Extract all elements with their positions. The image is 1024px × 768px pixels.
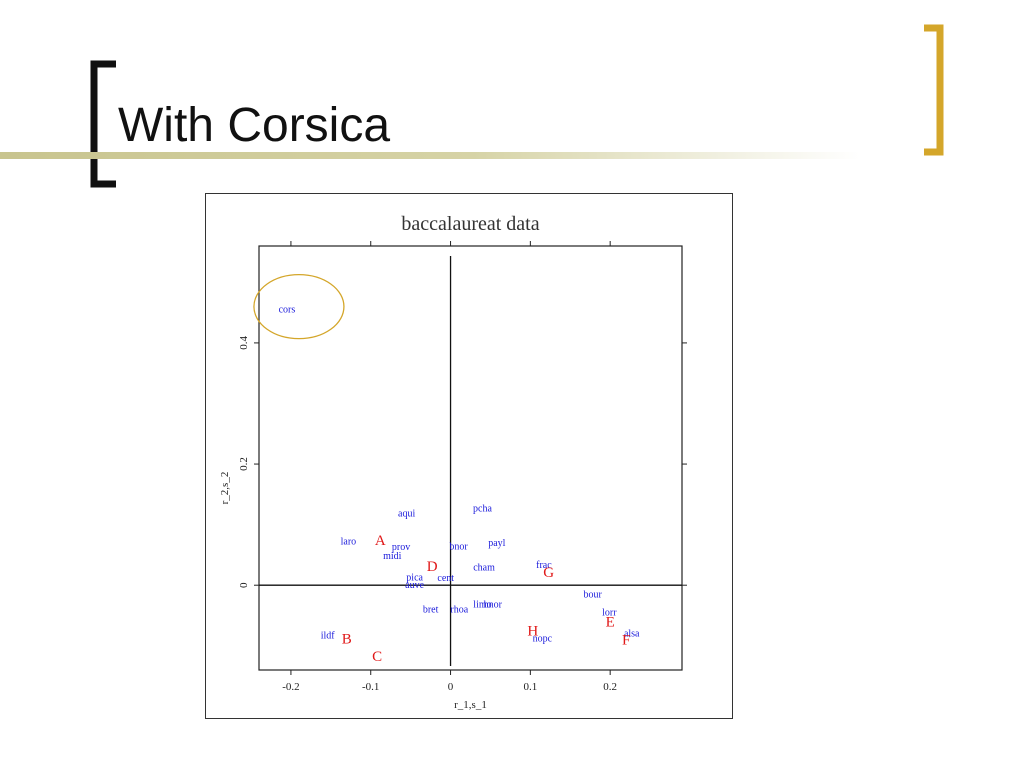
- point-label-bour: bour: [583, 589, 602, 600]
- point-label-cors: cors: [279, 305, 296, 316]
- title-underline-rule: [0, 152, 860, 159]
- point-label-cham: cham: [473, 563, 495, 574]
- group-label-C: C: [372, 649, 382, 665]
- point-label-frac: frac: [536, 560, 552, 571]
- point-label-bret: bret: [423, 604, 439, 615]
- point-label-hnor: hnor: [484, 600, 503, 611]
- group-label-B: B: [342, 632, 352, 648]
- point-label-pica: pica: [406, 572, 423, 583]
- point-label-pcha: pcha: [473, 503, 492, 514]
- group-label-H: H: [527, 624, 538, 640]
- point-label-payl: payl: [488, 538, 505, 549]
- point-label-prov: prov: [392, 542, 410, 553]
- y-tick-label: 0.2: [238, 457, 250, 471]
- point-label-cent: cent: [437, 573, 454, 584]
- group-label-A: A: [375, 533, 386, 549]
- point-label-auve: auve: [405, 580, 424, 591]
- left-bracket-icon: [90, 60, 116, 188]
- point-label-ildf: ildf: [321, 630, 336, 641]
- group-label-D: D: [427, 559, 438, 575]
- highlight-ellipse: [253, 273, 345, 340]
- point-label-aqui: aqui: [398, 509, 415, 520]
- y-axis-label: r_2,s_2: [219, 472, 231, 505]
- scatter-chart: baccalaureat data -0.2 -0.1 0 0.1 0.2 0 0.2 0.4 r…: [219, 213, 687, 711]
- y-tick-label: 0.4: [238, 336, 250, 350]
- point-label-laro: laro: [341, 537, 357, 548]
- slide-title: With Corsica: [118, 99, 391, 152]
- x-axis-label: r_1,s_1: [454, 699, 487, 711]
- x-tick-label: 0: [448, 681, 454, 693]
- right-bracket-icon: [924, 24, 944, 156]
- point-label-limo: limo: [473, 600, 491, 611]
- x-tick-label: 0.1: [523, 681, 537, 693]
- y-tick-label: 0: [238, 582, 250, 588]
- chart-title: baccalaureat data: [401, 213, 539, 235]
- group-label-G: G: [543, 565, 554, 581]
- point-label-lorr: lorr: [602, 607, 617, 618]
- point-label-alsa: alsa: [624, 629, 640, 640]
- point-label-midi: midi: [383, 551, 402, 562]
- chart-frame: baccalaureat data -0.2 -0.1 0 0.1 0.2 0 0.2 0.4 r…: [205, 193, 733, 719]
- group-label-E: E: [606, 615, 615, 631]
- x-tick-label: -0.2: [282, 681, 299, 693]
- x-tick-label: 0.2: [603, 681, 617, 693]
- point-label-rhoa: rhoa: [450, 604, 468, 615]
- point-label-bnor: bnor: [449, 541, 468, 552]
- point-label-nopc: nopc: [533, 634, 553, 645]
- plot-area-border: [258, 245, 683, 671]
- x-tick-label: -0.1: [362, 681, 379, 693]
- group-label-F: F: [622, 633, 630, 649]
